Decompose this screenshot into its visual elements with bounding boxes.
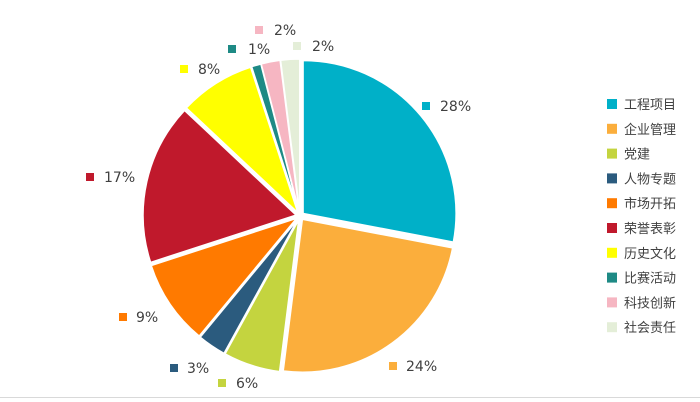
legend-marker (607, 272, 617, 283)
legend-marker (607, 322, 617, 333)
data-label: 8% (198, 62, 220, 78)
data-label-marker (170, 364, 178, 372)
data-label-marker (218, 379, 226, 387)
pie-slice-4 (199, 218, 299, 355)
data-label: 6% (236, 376, 258, 392)
data-label-marker (255, 26, 263, 34)
data-label-marker (86, 173, 94, 181)
pie-slice-5 (150, 216, 299, 338)
legend-label: 工程项目 (624, 98, 676, 113)
legend-marker (607, 247, 617, 258)
data-label-marker (422, 102, 430, 110)
data-label: 3% (187, 361, 209, 377)
data-label: 2% (274, 23, 296, 39)
data-label-marker (119, 313, 127, 321)
data-label-marker (180, 65, 188, 73)
pie-slices (142, 58, 457, 373)
legend-label: 党建 (624, 148, 650, 163)
legend-marker (607, 297, 617, 308)
pie-slice-10 (279, 58, 301, 213)
legend-label: 历史文化 (624, 247, 676, 262)
data-label-marker (228, 45, 236, 53)
legend-marker (607, 173, 617, 184)
pie-slice-3 (224, 219, 300, 373)
data-label: 24% (406, 359, 437, 375)
legend-marker (607, 99, 617, 109)
data-label: 2% (312, 39, 334, 55)
data-label: 17% (104, 170, 135, 186)
data-label: 1% (248, 42, 270, 58)
legend-label: 企业管理 (624, 122, 676, 138)
data-labels: 28%24%6%3%9%17%8%1%2%2% (86, 23, 471, 392)
data-label-marker (389, 362, 397, 370)
legend-label: 荣誉表彰 (624, 221, 676, 237)
legend-label: 社会责任 (624, 320, 676, 336)
legend-marker (607, 223, 617, 233)
legend-label: 市场开拓 (624, 196, 676, 212)
data-label: 28% (440, 99, 471, 115)
legend-marker (607, 123, 617, 134)
legend-marker (607, 198, 617, 209)
data-label: 9% (136, 310, 158, 326)
legend-marker (607, 148, 617, 159)
data-label-marker (293, 42, 301, 50)
pie-slice-1 (302, 59, 457, 243)
pie-slice-7 (185, 66, 299, 214)
pie-slice-6 (142, 109, 298, 264)
divider-line (0, 397, 700, 398)
legend-label: 比赛活动 (624, 271, 676, 287)
legend-label: 科技创新 (624, 295, 676, 311)
pie-slice-2 (282, 218, 454, 373)
legend-label: 人物专题 (624, 172, 676, 187)
